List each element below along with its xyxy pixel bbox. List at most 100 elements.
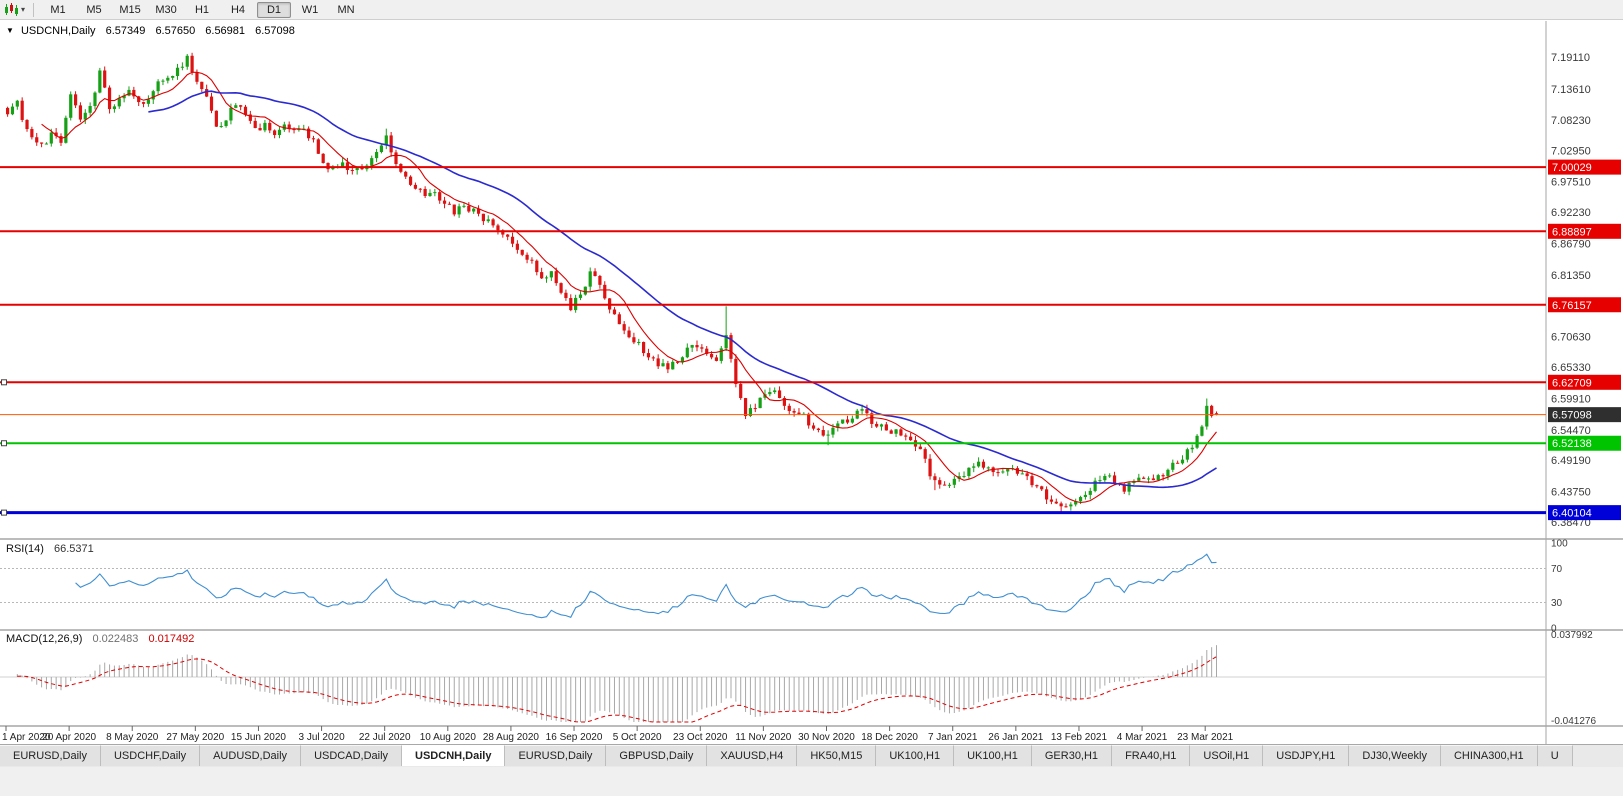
collapse-chart-icon[interactable]: ▼ (6, 26, 14, 35)
chart-tab-u[interactable]: U (1537, 745, 1573, 766)
chart-tab-uk100-h1[interactable]: UK100,H1 (954, 745, 1032, 766)
svg-text:6.81350: 6.81350 (1551, 270, 1591, 282)
rsi-panel: 100 70 30 0 (0, 539, 1568, 635)
svg-text:23 Oct 2020: 23 Oct 2020 (673, 732, 728, 743)
svg-text:6.43750: 6.43750 (1551, 487, 1591, 499)
chart-tab-eurusd-daily[interactable]: EURUSD,Daily (505, 745, 607, 766)
low-value: 6.56981 (205, 25, 246, 37)
chart-tab-gbpusd-daily[interactable]: GBPUSD,Daily (606, 745, 708, 766)
svg-text:7 Jan 2021: 7 Jan 2021 (928, 732, 978, 743)
chart-tab-hk50-m15[interactable]: HK50,M15 (797, 745, 877, 766)
svg-text:7.00029: 7.00029 (1552, 162, 1592, 174)
svg-text:70: 70 (1551, 564, 1563, 575)
timeframe-button-h1[interactable]: H1 (194, 3, 210, 16)
line-handle[interactable] (1, 440, 7, 447)
timeframe-button-h4[interactable]: H4 (230, 3, 246, 16)
price-line-label: 7.00029 (1548, 159, 1621, 175)
price-line-label: 6.52138 (1548, 435, 1621, 451)
close-value: 6.57098 (255, 25, 295, 37)
open-value: 6.57349 (105, 25, 146, 37)
chart-tab-dj30-weekly[interactable]: DJ30,Weekly (1349, 745, 1441, 766)
chart-tab-audusd-daily[interactable]: AUDUSD,Daily (200, 745, 302, 766)
svg-text:6.57098: 6.57098 (1552, 410, 1592, 422)
timeframe-toolbar: ▾ M1 M5 M15 M30 H1 H4 D1 W1 MN (0, 0, 1623, 20)
chart-tab-china300-h1[interactable]: CHINA300,H1 (1440, 745, 1538, 766)
svg-text:6.62709: 6.62709 (1552, 377, 1592, 389)
timeframe-button-m5[interactable]: M5 (86, 3, 102, 16)
svg-text:6.52138: 6.52138 (1552, 438, 1592, 450)
svg-text:7.13610: 7.13610 (1551, 84, 1591, 96)
svg-text:13 Feb 2021: 13 Feb 2021 (1051, 732, 1108, 743)
svg-text:6.59910: 6.59910 (1551, 393, 1591, 405)
svg-text:6.97510: 6.97510 (1551, 177, 1591, 189)
chart-tab-bar: EURUSD,Daily USDCHF,Daily AUDUSD,Daily USDC… (0, 744, 1623, 767)
price-axis: 7.19110 7.13610 7.08230 7.02950 6.97510 6.922… (1548, 52, 1621, 529)
chart-ohlc-header: ▼ USDCNH,Daily 6.57349 6.57650 6.56981 6… (6, 25, 302, 37)
timeframe-button-m15[interactable]: M15 (119, 3, 141, 16)
horizontal-level-lines (0, 166, 1546, 516)
timeframe-button-d1[interactable]: D1 (257, 1, 292, 18)
svg-text:6.70630: 6.70630 (1551, 332, 1591, 344)
chart-tab-eurusd-daily[interactable]: EURUSD,Daily (0, 745, 101, 766)
svg-text:18 Dec 2020: 18 Dec 2020 (861, 732, 918, 743)
timeframe-button-mn[interactable]: MN (337, 3, 355, 16)
chart-tab-usdcad-daily[interactable]: USDCAD,Daily (301, 745, 403, 766)
line-handle[interactable] (1, 509, 7, 516)
svg-text:6.86790: 6.86790 (1551, 238, 1591, 250)
price-line-label: 6.76157 (1548, 297, 1621, 313)
ma-fast-line (41, 71, 1217, 504)
chart-type-icon[interactable]: ▾ (4, 3, 25, 16)
chart-tab-usoil-h1[interactable]: USOil,H1 (1190, 745, 1264, 766)
chart-tab-usdchf-daily[interactable]: USDCHF,Daily (100, 745, 201, 766)
rsi-line (75, 553, 1217, 619)
window-background (0, 766, 1623, 796)
svg-text:6.88897: 6.88897 (1552, 226, 1592, 238)
svg-text:0: 0 (1551, 624, 1557, 635)
macd-label: MACD(12,26,9) (6, 633, 83, 645)
price-line-label: 6.88897 (1548, 223, 1621, 239)
rsi-indicator-header: RSI(14) 66.5371 (6, 543, 101, 555)
svg-text:15 Jun 2020: 15 Jun 2020 (231, 732, 286, 743)
svg-text:5 Oct 2020: 5 Oct 2020 (613, 732, 662, 743)
svg-text:0.037992: 0.037992 (1551, 630, 1593, 641)
svg-text:1 Apr 2020: 1 Apr 2020 (2, 732, 51, 743)
price-line-label: 6.57098 (1548, 407, 1621, 423)
timeframe-button-m30[interactable]: M30 (155, 3, 177, 16)
symbol-timeframe-label: USDCNH,Daily (20, 25, 96, 37)
chart-tab-fra40-h1[interactable]: FRA40,H1 (1112, 745, 1191, 766)
chart-tab-xauusd-h4[interactable]: XAUUSD,H4 (707, 745, 798, 766)
svg-text:28 Aug 2020: 28 Aug 2020 (483, 732, 540, 743)
macd-signal-value: 0.017492 (148, 633, 195, 645)
timeframe-button-m1[interactable]: M1 (50, 3, 66, 16)
chart-tab-ger30-h1[interactable]: GER30,H1 (1031, 745, 1113, 766)
svg-text:6.65330: 6.65330 (1551, 362, 1591, 374)
svg-text:10 Aug 2020: 10 Aug 2020 (420, 732, 477, 743)
svg-text:7.19110: 7.19110 (1551, 52, 1590, 64)
panel-separators (0, 21, 1623, 744)
chart-tab-uk100-h1[interactable]: UK100,H1 (876, 745, 955, 766)
toolbar-separator (33, 2, 35, 17)
svg-text:20 Apr 2020: 20 Apr 2020 (42, 732, 96, 743)
timeframe-button-w1[interactable]: W1 (301, 3, 319, 16)
macd-panel: 0.037992 -0.041276 (0, 630, 1596, 727)
svg-text:30 Nov 2020: 30 Nov 2020 (798, 732, 855, 743)
rsi-label: RSI(14) (6, 543, 44, 555)
macd-signal-line (17, 656, 1217, 723)
macd-indicator-header: MACD(12,26,9) 0.022483 0.017492 (6, 633, 201, 645)
ma-slow-line (148, 90, 1217, 489)
svg-text:-0.041276: -0.041276 (1551, 716, 1596, 727)
svg-text:26 Jan 2021: 26 Jan 2021 (988, 732, 1043, 743)
price-line-label: 6.62709 (1548, 374, 1621, 390)
svg-text:6.92230: 6.92230 (1551, 207, 1591, 219)
chart-tab-usdjpy-h1[interactable]: USDJPY,H1 (1263, 745, 1350, 766)
svg-text:4 Mar 2021: 4 Mar 2021 (1117, 732, 1168, 743)
line-handle[interactable] (1, 379, 7, 386)
svg-text:16 Sep 2020: 16 Sep 2020 (546, 732, 603, 743)
price-line-label: 6.40104 (1548, 505, 1621, 521)
high-value: 6.57650 (155, 25, 196, 37)
chart-tab-usdcnh-daily[interactable]: USDCNH,Daily (402, 745, 506, 766)
chevron-down-icon: ▾ (21, 5, 26, 14)
